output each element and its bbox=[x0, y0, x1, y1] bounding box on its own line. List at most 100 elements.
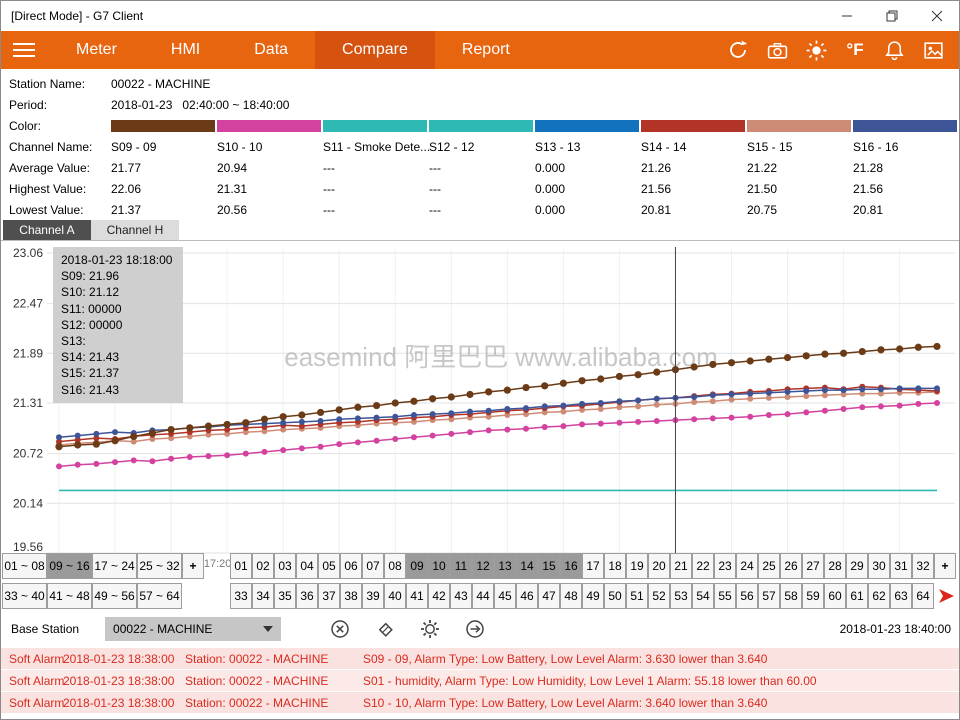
tab-channel-h[interactable]: Channel H bbox=[91, 220, 179, 240]
fahrenheit-icon[interactable]: °F bbox=[843, 38, 867, 62]
channel-10[interactable]: 10 bbox=[428, 553, 450, 579]
channel-group-01-08[interactable]: 01 ~ 08 bbox=[2, 553, 47, 579]
channel-49[interactable]: 49 bbox=[582, 583, 604, 609]
nav-item-report[interactable]: Report bbox=[435, 31, 537, 69]
channel-27[interactable]: 27 bbox=[802, 553, 824, 579]
channel-35[interactable]: 35 bbox=[274, 583, 296, 609]
channel-40[interactable]: 40 bbox=[384, 583, 406, 609]
add-channels-button[interactable]: + bbox=[182, 553, 204, 579]
nav-item-compare[interactable]: Compare bbox=[315, 31, 435, 69]
settings-icon[interactable] bbox=[419, 618, 441, 640]
channel-13[interactable]: 13 bbox=[494, 553, 516, 579]
channel-07[interactable]: 07 bbox=[362, 553, 384, 579]
channel-21[interactable]: 21 bbox=[670, 553, 692, 579]
channel-01[interactable]: 01 bbox=[230, 553, 252, 579]
channel-34[interactable]: 34 bbox=[252, 583, 274, 609]
channel-18[interactable]: 18 bbox=[604, 553, 626, 579]
channel-24[interactable]: 24 bbox=[736, 553, 758, 579]
snapshot-icon[interactable] bbox=[921, 38, 945, 62]
channel-50[interactable]: 50 bbox=[604, 583, 626, 609]
channel-09[interactable]: 09 bbox=[406, 553, 428, 579]
nav-item-hmi[interactable]: HMI bbox=[144, 31, 227, 69]
channel-58[interactable]: 58 bbox=[780, 583, 802, 609]
nav-item-data[interactable]: Data bbox=[227, 31, 315, 69]
chart-area[interactable]: 23.0622.4721.8921.3120.7220.1419.56easem… bbox=[1, 240, 959, 612]
channel-group-09-16[interactable]: 09 ~ 16 bbox=[47, 553, 92, 579]
channel-11[interactable]: 11 bbox=[450, 553, 472, 579]
channel-08[interactable]: 08 bbox=[384, 553, 406, 579]
channel-05[interactable]: 05 bbox=[318, 553, 340, 579]
channel-02[interactable]: 02 bbox=[252, 553, 274, 579]
channel-55[interactable]: 55 bbox=[714, 583, 736, 609]
channel-52[interactable]: 52 bbox=[648, 583, 670, 609]
channel-46[interactable]: 46 bbox=[516, 583, 538, 609]
channel-20[interactable]: 20 bbox=[648, 553, 670, 579]
channel-group-49-56[interactable]: 49 ~ 56 bbox=[92, 583, 137, 609]
channel-19[interactable]: 19 bbox=[626, 553, 648, 579]
nav-item-meter[interactable]: Meter bbox=[49, 31, 144, 69]
table-cell: S15 - 15 bbox=[747, 140, 853, 154]
minimize-button[interactable] bbox=[824, 1, 869, 31]
base-station-dropdown[interactable]: 00022 - MACHINE bbox=[105, 617, 281, 641]
channel-31[interactable]: 31 bbox=[890, 553, 912, 579]
menu-button[interactable] bbox=[1, 31, 49, 69]
refresh-icon[interactable] bbox=[726, 38, 750, 62]
tab-channel-a[interactable]: Channel A bbox=[3, 220, 91, 240]
close-button[interactable] bbox=[914, 1, 959, 31]
go-icon[interactable] bbox=[464, 618, 486, 640]
channel-26[interactable]: 26 bbox=[780, 553, 802, 579]
channel-03[interactable]: 03 bbox=[274, 553, 296, 579]
channel-37[interactable]: 37 bbox=[318, 583, 340, 609]
channel-61[interactable]: 61 bbox=[846, 583, 868, 609]
channel-25[interactable]: 25 bbox=[758, 553, 780, 579]
brightness-icon[interactable] bbox=[804, 38, 828, 62]
channel-38[interactable]: 38 bbox=[340, 583, 362, 609]
channel-33[interactable]: 33 bbox=[230, 583, 252, 609]
channel-36[interactable]: 36 bbox=[296, 583, 318, 609]
clear-icon[interactable] bbox=[329, 618, 351, 640]
channel-28[interactable]: 28 bbox=[824, 553, 846, 579]
channel-56[interactable]: 56 bbox=[736, 583, 758, 609]
channel-41[interactable]: 41 bbox=[406, 583, 428, 609]
channel-16[interactable]: 16 bbox=[560, 553, 582, 579]
channel-04[interactable]: 04 bbox=[296, 553, 318, 579]
alarm-bell-icon[interactable] bbox=[882, 38, 906, 62]
maximize-button[interactable] bbox=[869, 1, 914, 31]
channel-group-25-32[interactable]: 25 ~ 32 bbox=[137, 553, 182, 579]
table-cell: --- bbox=[429, 203, 535, 217]
channel-59[interactable]: 59 bbox=[802, 583, 824, 609]
channel-17[interactable]: 17 bbox=[582, 553, 604, 579]
channel-64[interactable]: 64 bbox=[912, 583, 934, 609]
channel-23[interactable]: 23 bbox=[714, 553, 736, 579]
channel-42[interactable]: 42 bbox=[428, 583, 450, 609]
channel-63[interactable]: 63 bbox=[890, 583, 912, 609]
channel-group-33-40[interactable]: 33 ~ 40 bbox=[2, 583, 47, 609]
channel-54[interactable]: 54 bbox=[692, 583, 714, 609]
channel-group-17-24[interactable]: 17 ~ 24 bbox=[92, 553, 137, 579]
channel-43[interactable]: 43 bbox=[450, 583, 472, 609]
channel-60[interactable]: 60 bbox=[824, 583, 846, 609]
erase-icon[interactable] bbox=[374, 618, 396, 640]
channel-44[interactable]: 44 bbox=[472, 583, 494, 609]
channel-62[interactable]: 62 bbox=[868, 583, 890, 609]
channel-30[interactable]: 30 bbox=[868, 553, 890, 579]
channel-57[interactable]: 57 bbox=[758, 583, 780, 609]
channel-53[interactable]: 53 bbox=[670, 583, 692, 609]
camera-icon[interactable] bbox=[765, 38, 789, 62]
channel-32[interactable]: 32 bbox=[912, 553, 934, 579]
channel-15[interactable]: 15 bbox=[538, 553, 560, 579]
next-page-arrow-icon[interactable] bbox=[934, 583, 960, 609]
channel-06[interactable]: 06 bbox=[340, 553, 362, 579]
channel-51[interactable]: 51 bbox=[626, 583, 648, 609]
add-channels-button-2[interactable]: + bbox=[934, 553, 956, 579]
channel-group-57-64[interactable]: 57 ~ 64 bbox=[137, 583, 182, 609]
channel-39[interactable]: 39 bbox=[362, 583, 384, 609]
channel-12[interactable]: 12 bbox=[472, 553, 494, 579]
channel-14[interactable]: 14 bbox=[516, 553, 538, 579]
channel-group-41-48[interactable]: 41 ~ 48 bbox=[47, 583, 92, 609]
channel-45[interactable]: 45 bbox=[494, 583, 516, 609]
channel-47[interactable]: 47 bbox=[538, 583, 560, 609]
channel-29[interactable]: 29 bbox=[846, 553, 868, 579]
channel-22[interactable]: 22 bbox=[692, 553, 714, 579]
channel-48[interactable]: 48 bbox=[560, 583, 582, 609]
